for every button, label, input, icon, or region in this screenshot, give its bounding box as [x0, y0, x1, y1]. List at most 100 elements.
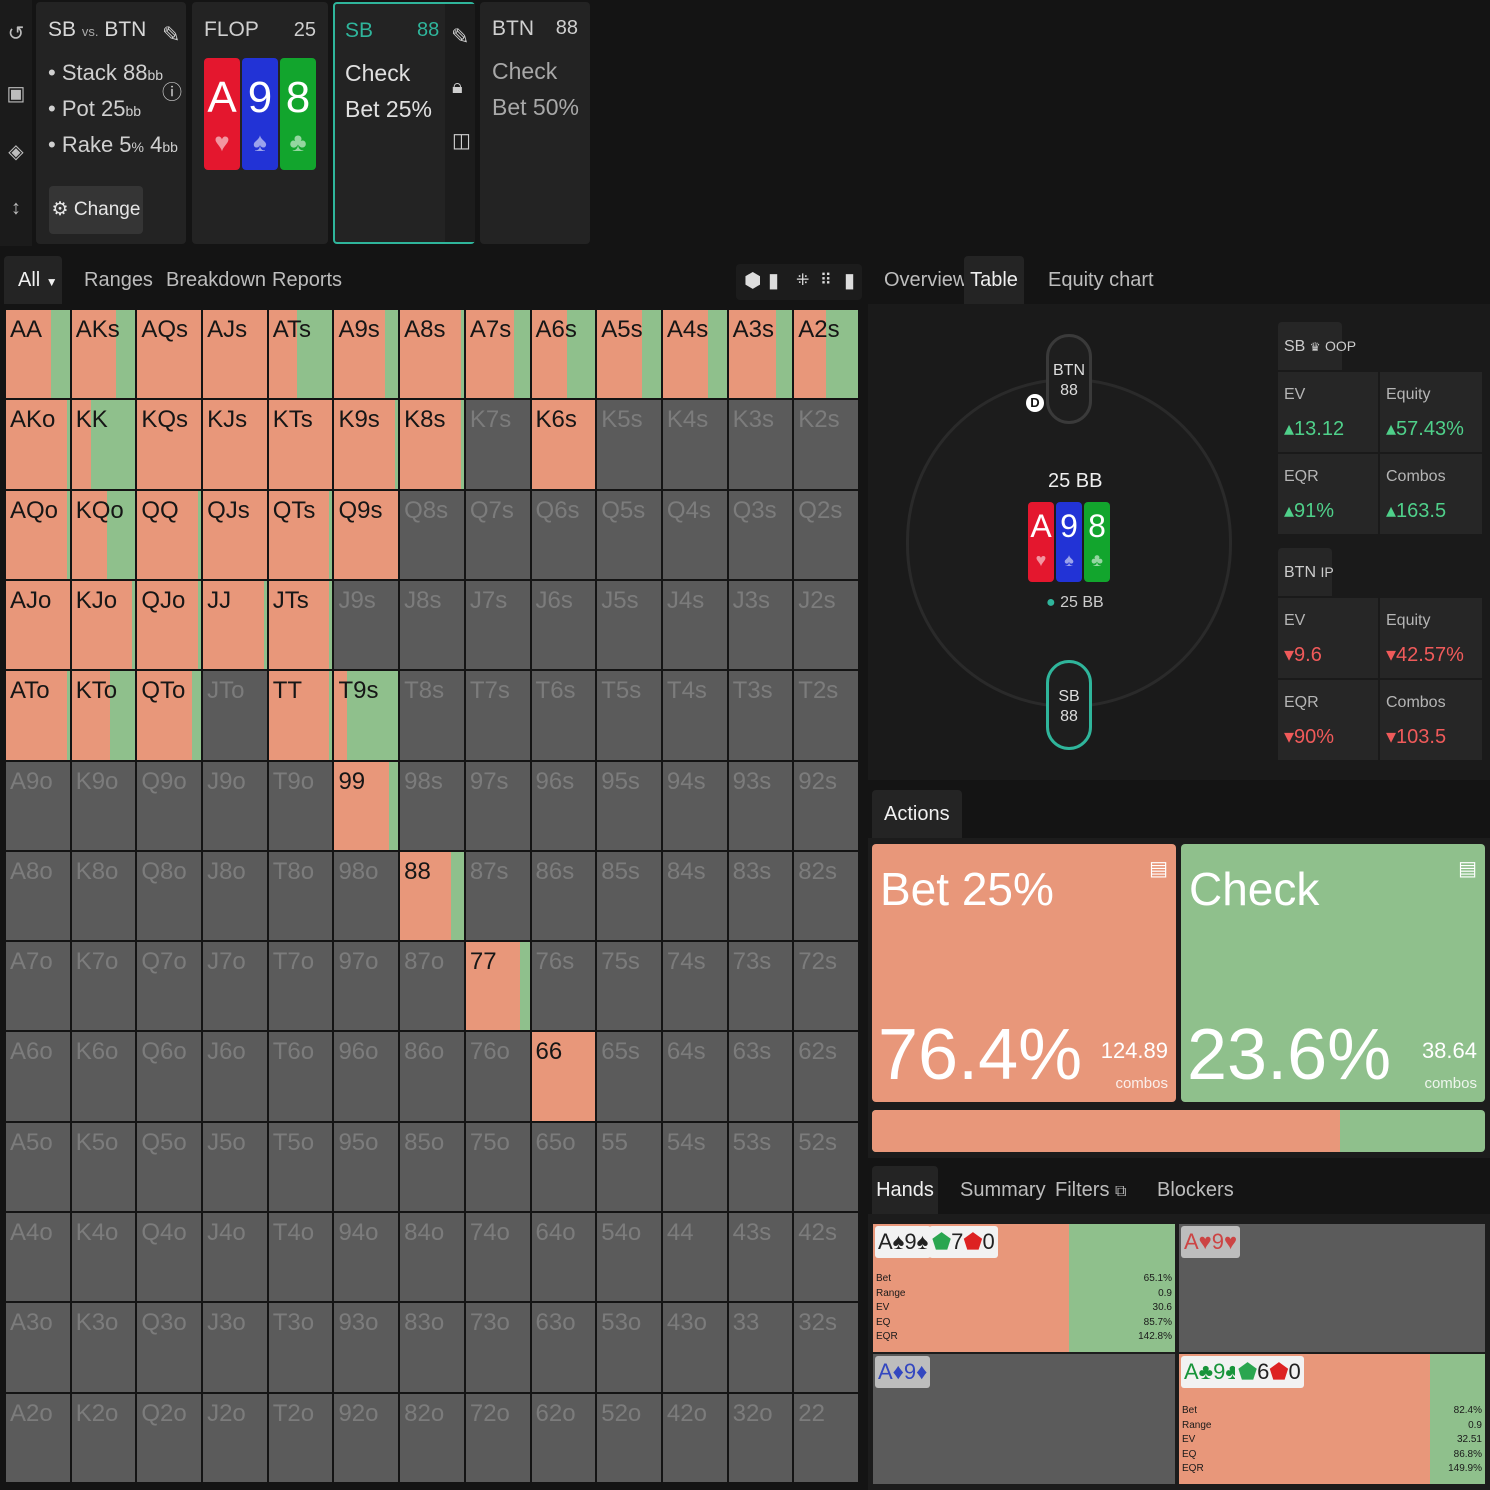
matrix-cell[interactable]: 42o: [662, 1393, 727, 1482]
grid-view-icon[interactable]: ⠿: [820, 272, 832, 289]
matrix-cell[interactable]: 96s: [531, 761, 596, 850]
matrix-cell[interactable]: A4s: [662, 310, 727, 399]
matrix-cell[interactable]: 98s: [400, 761, 464, 850]
matrix-cell[interactable]: 83o: [400, 1303, 464, 1392]
matrix-cell[interactable]: J6o: [203, 1032, 267, 1121]
matrix-cell[interactable]: 54s: [662, 1122, 727, 1212]
matrix-cell[interactable]: 98o: [334, 851, 399, 941]
matrix-cell[interactable]: Q5o: [137, 1122, 202, 1212]
actions-dropdown[interactable]: Actions ▼: [872, 790, 962, 871]
matrix-cell[interactable]: T6o: [268, 1032, 333, 1121]
matrix-cell[interactable]: T4s: [662, 671, 727, 760]
seat-sb[interactable]: SB 88: [1046, 660, 1092, 750]
matrix-cell[interactable]: Q7s: [465, 490, 530, 579]
matrix-cell[interactable]: K6s: [531, 400, 596, 489]
btn-option-check[interactable]: Check: [492, 58, 558, 84]
matrix-cell[interactable]: 72s: [794, 942, 858, 1031]
matrix-cell[interactable]: 74s: [662, 942, 727, 1031]
matrix-cell[interactable]: 87s: [465, 851, 530, 941]
matrix-cell[interactable]: A6s: [531, 310, 596, 399]
matrix-cell[interactable]: QTs: [268, 490, 333, 579]
matrix-cell[interactable]: 97o: [334, 942, 399, 1031]
matrix-cell[interactable]: J2o: [203, 1393, 267, 1482]
matrix-cell[interactable]: 42s: [794, 1213, 858, 1302]
matrix-cell[interactable]: 63o: [531, 1303, 596, 1392]
matrix-cell[interactable]: 96o: [334, 1032, 399, 1121]
matrix-cell[interactable]: A8s: [400, 310, 464, 399]
matrix-cell[interactable]: 73s: [728, 942, 793, 1031]
matrix-cell[interactable]: 76s: [531, 942, 596, 1031]
matrix-cell[interactable]: A8o: [6, 851, 70, 941]
matrix-cell[interactable]: 87o: [400, 942, 464, 1031]
matrix-cell[interactable]: AQo: [6, 490, 70, 579]
matrix-cell[interactable]: T7o: [268, 942, 333, 1031]
matrix-cell[interactable]: T5s: [597, 671, 661, 760]
matrix-cell[interactable]: K8s: [400, 400, 464, 489]
notes-icon[interactable]: ▤: [1149, 858, 1168, 880]
matrix-cell[interactable]: 74o: [465, 1213, 530, 1302]
tab-overview[interactable]: Overview: [884, 269, 968, 291]
hand-combo[interactable]: A♥9♥: [1179, 1224, 1485, 1352]
matrix-cell[interactable]: AKo: [6, 400, 70, 489]
action-check-box[interactable]: Check ▤ 23.6% 38.64 combos: [1181, 844, 1485, 1102]
matrix-cell[interactable]: 62s: [794, 1032, 858, 1121]
matrix-cell[interactable]: 83s: [728, 851, 793, 941]
matrix-cell[interactable]: A2s: [794, 310, 858, 399]
matrix-cell[interactable]: 65s: [597, 1032, 661, 1121]
matrix-cell[interactable]: 63s: [728, 1032, 793, 1121]
notes-icon[interactable]: ▤: [1458, 858, 1477, 880]
matrix-cell[interactable]: 54o: [597, 1213, 661, 1302]
lock-icon[interactable]: 🔒︎: [452, 76, 463, 98]
matrix-cell[interactable]: Q2s: [794, 490, 858, 579]
matrix-cell[interactable]: K4s: [662, 400, 727, 489]
matrix-cell[interactable]: T7s: [465, 671, 530, 760]
matrix-cell[interactable]: Q8o: [137, 851, 202, 941]
matrix-cell[interactable]: KK: [71, 400, 136, 489]
matrix-cell[interactable]: Q6s: [531, 490, 596, 579]
matrix-cell[interactable]: 32s: [794, 1303, 858, 1392]
matrix-cell[interactable]: J9o: [203, 761, 267, 850]
matrix-cell[interactable]: J7s: [465, 580, 530, 670]
matrix-cell[interactable]: 84o: [400, 1213, 464, 1302]
sb-option-bet[interactable]: Bet 25%: [345, 96, 432, 122]
matrix-cell[interactable]: 88: [400, 851, 464, 941]
matrix-cell[interactable]: J3s: [728, 580, 793, 670]
matrix-cell[interactable]: Q2o: [137, 1393, 202, 1482]
matrix-cell[interactable]: KQo: [71, 490, 136, 579]
info-icon[interactable]: ⓘ: [162, 82, 182, 104]
matrix-cell[interactable]: 85s: [597, 851, 661, 941]
matrix-cell[interactable]: 82o: [400, 1393, 464, 1482]
matrix-cell[interactable]: K9s: [334, 400, 399, 489]
matrix-cell[interactable]: 75o: [465, 1122, 530, 1212]
matrix-cell[interactable]: T6s: [531, 671, 596, 760]
matrix-cell[interactable]: K2s: [794, 400, 858, 489]
matrix-cell[interactable]: 52o: [597, 1393, 661, 1482]
matrix-cell[interactable]: Q6o: [137, 1032, 202, 1121]
matrix-cell[interactable]: T2s: [794, 671, 858, 760]
matrix-cell[interactable]: A5o: [6, 1122, 70, 1212]
matrix-cell[interactable]: KJo: [71, 580, 136, 670]
sb-action-panel[interactable]: SB 88 Check Bet 25% ✎ 🔒︎ ◫: [333, 2, 475, 244]
matrix-cell[interactable]: 53s: [728, 1122, 793, 1212]
matrix-cell[interactable]: J6s: [531, 580, 596, 670]
matrix-cell[interactable]: Q5s: [597, 490, 661, 579]
matrix-cell[interactable]: T4o: [268, 1213, 333, 1302]
matrix-cell[interactable]: K8o: [71, 851, 136, 941]
filter-dropdown[interactable]: All ▼: [4, 256, 62, 304]
matrix-cell[interactable]: 93o: [334, 1303, 399, 1392]
matrix-cell[interactable]: Q4o: [137, 1213, 202, 1302]
matrix-cell[interactable]: T8o: [268, 851, 333, 941]
matrix-cell[interactable]: 93s: [728, 761, 793, 850]
matrix-cell[interactable]: T8s: [400, 671, 464, 760]
change-button[interactable]: ⚙ Change: [49, 186, 143, 234]
tab-summary[interactable]: Summary: [960, 1179, 1046, 1201]
matrix-cell[interactable]: QJo: [137, 580, 202, 670]
matrix-cell[interactable]: A5s: [597, 310, 661, 399]
matrix-cell[interactable]: JJ: [203, 580, 267, 670]
hand-combo[interactable]: A♦9♦: [873, 1354, 1175, 1484]
matrix-cell[interactable]: A7o: [6, 942, 70, 1031]
matrix-cell[interactable]: QTo: [137, 671, 202, 760]
matrix-cell[interactable]: K7o: [71, 942, 136, 1031]
matrix-cell[interactable]: T3o: [268, 1303, 333, 1392]
matrix-cell[interactable]: 66: [531, 1032, 596, 1121]
